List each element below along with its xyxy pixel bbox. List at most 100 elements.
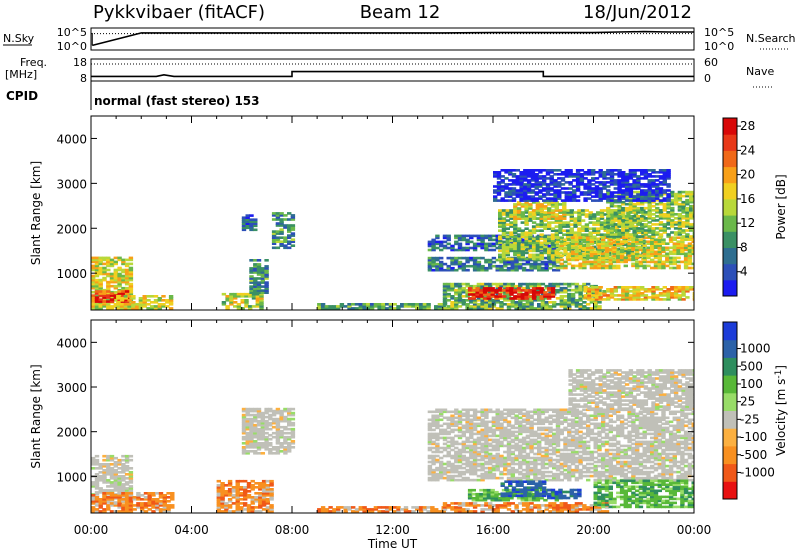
velocity-cell [132, 498, 137, 501]
power-cell [109, 298, 115, 301]
power-cell [407, 305, 412, 308]
power-cell [518, 307, 523, 310]
power-cell [582, 305, 587, 308]
velocity-cell [220, 488, 225, 491]
velocity-cell [268, 442, 273, 445]
power-cell [582, 262, 587, 266]
power-cell [240, 299, 245, 302]
power-cell [582, 266, 587, 270]
power-cell [499, 268, 504, 272]
velocity-cell [220, 510, 225, 513]
power-cell [91, 274, 96, 278]
velocity-cell [245, 413, 250, 417]
power-cell [619, 246, 625, 250]
power-cell [594, 288, 600, 291]
power-cell [524, 217, 529, 220]
velocity-cell [435, 424, 440, 428]
power-cell [469, 258, 474, 262]
power-cell [241, 216, 247, 219]
power-cell [640, 199, 645, 202]
velocity-cell [106, 456, 111, 460]
power-cell [119, 305, 125, 308]
power-cell [317, 303, 322, 306]
velocity-cell [102, 475, 107, 478]
velocity-cell [124, 477, 130, 480]
velocity-cell [250, 496, 255, 499]
power-cell [484, 236, 489, 240]
velocity-cell [287, 411, 292, 415]
velocity-cell [98, 463, 103, 466]
power-cell [518, 264, 523, 268]
power-cell [643, 229, 649, 232]
power-cell [515, 191, 520, 194]
power-cell [597, 248, 602, 252]
power-cell [290, 232, 296, 235]
power-cell [559, 303, 564, 306]
power-cell [524, 215, 529, 218]
power-cell [531, 295, 537, 298]
velocity-cell [224, 494, 229, 497]
velocity-cell [450, 462, 455, 466]
power-cell [616, 254, 621, 258]
power-cell [461, 299, 466, 302]
velocity-cell [155, 498, 160, 501]
power-cell [613, 181, 618, 184]
velocity-cell [320, 510, 326, 513]
power-cell [643, 171, 649, 174]
velocity-cell [94, 467, 100, 470]
power-cell [655, 202, 660, 206]
velocity-cell [239, 479, 244, 483]
velocity-cell [324, 508, 330, 511]
velocity-cell [279, 413, 284, 417]
power-cell [229, 295, 234, 298]
velocity-cell [446, 410, 451, 414]
power-cell [549, 199, 554, 202]
power-cell [643, 189, 649, 192]
power-cell [121, 276, 126, 280]
power-cell [516, 233, 522, 236]
velocity-cell [249, 413, 254, 417]
power-cell [501, 225, 507, 228]
velocity-cell [465, 446, 470, 450]
power-cell [373, 303, 379, 306]
power-cell [619, 242, 625, 245]
power-cell [662, 171, 667, 174]
power-cell [582, 244, 587, 247]
power-cell [572, 191, 577, 194]
power-cell [691, 252, 694, 256]
velocity-cell [437, 510, 443, 513]
power-cell [567, 282, 572, 286]
velocity-cell [290, 431, 296, 435]
power-cell [279, 224, 284, 227]
power-cell [131, 307, 136, 310]
power-cell [554, 221, 559, 224]
velocity-cell [457, 412, 463, 416]
power-cell [651, 290, 656, 293]
power-cell [658, 181, 664, 184]
power-cell [540, 282, 546, 286]
power-cell [662, 177, 667, 180]
power-cell [565, 241, 571, 245]
power-cell [168, 307, 174, 310]
power-cell [662, 192, 667, 196]
power-cell [582, 238, 587, 241]
power-cell [628, 195, 634, 198]
power-cell [256, 263, 262, 266]
power-cell [643, 206, 649, 210]
power-cell [677, 231, 683, 234]
velocity-cell [124, 504, 130, 507]
power-cell [608, 248, 613, 252]
velocity-cell [454, 460, 459, 464]
velocity-cell [431, 428, 436, 432]
power-cell [661, 262, 666, 266]
velocity-cell [256, 411, 262, 415]
power-cell [251, 295, 257, 298]
power-cell [553, 173, 558, 176]
power-cell [612, 266, 617, 270]
power-cell [647, 204, 652, 208]
power-cell [503, 303, 508, 306]
velocity-cell [275, 448, 281, 451]
power-cell [662, 202, 667, 206]
power-cell [548, 262, 553, 266]
velocity-cell [246, 496, 252, 499]
